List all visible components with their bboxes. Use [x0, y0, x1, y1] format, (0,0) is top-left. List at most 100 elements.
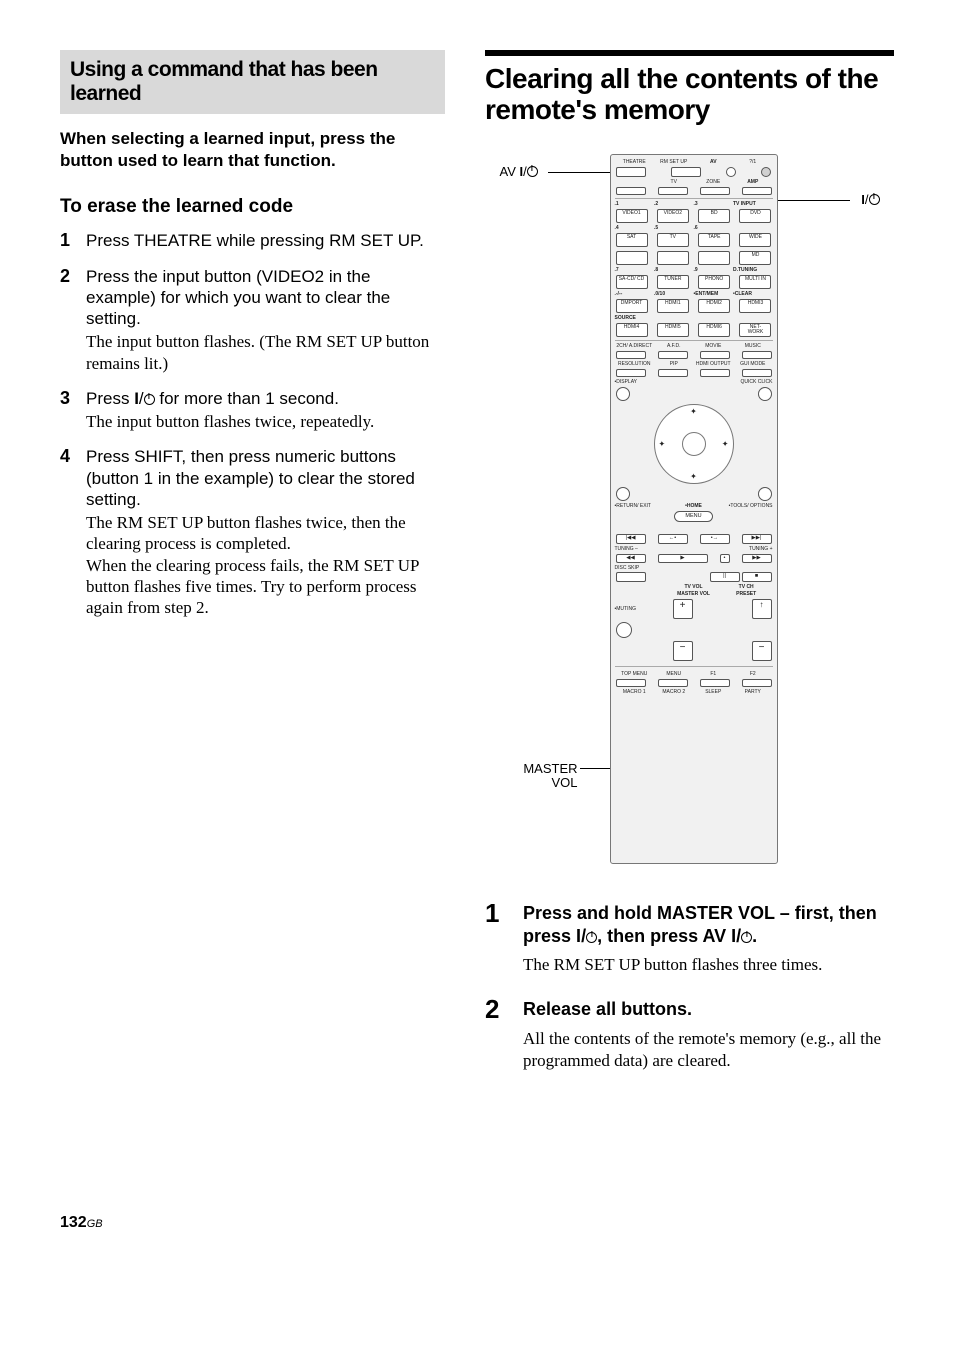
step-body: The input button flashes. (The RM SET UP… [86, 331, 445, 374]
power-icon [741, 932, 752, 943]
remote-button: VIDEO1 [616, 209, 648, 223]
remote-button: ◀◀ [616, 554, 646, 564]
remote-label: •MUTING [615, 606, 672, 612]
right-column: Clearing all the contents of the remote'… [485, 50, 894, 1094]
remote-button: ▶▶| [742, 534, 772, 544]
remote-button: ■ [742, 572, 772, 582]
remote-label: TUNING – [615, 546, 694, 552]
remote-label: HDMI OUTPUT [694, 361, 734, 367]
lead-paragraph: When selecting a learned input, press th… [60, 128, 445, 172]
subheading: To erase the learned code [60, 196, 445, 218]
remote-button: ←• [658, 534, 688, 544]
remote-button: HDMI5 [657, 323, 689, 337]
step-item: Press the input button (VIDEO2 in the ex… [60, 266, 445, 374]
main-step-item: Press and hold MASTER VOL – first, then … [485, 902, 894, 977]
dpad: ✦ ✦ ✦ ✦ [654, 404, 734, 484]
step-title: Press the input button (VIDEO2 in the ex… [86, 266, 445, 330]
remote-button: MD [739, 251, 771, 265]
remote-button [698, 251, 730, 265]
remote-button: HDMI6 [698, 323, 730, 337]
menu-button: MENU [674, 511, 712, 523]
remote-button: || [710, 572, 740, 582]
remote-label: TOP MENU [615, 671, 655, 677]
master-vol-minus: − [673, 641, 693, 661]
remote-label: RM SET UP [654, 159, 694, 165]
callout-text: AV [500, 164, 520, 179]
remote-button: NET- WORK [739, 323, 771, 337]
step-item: Press I/ for more than 1 second. The inp… [60, 388, 445, 433]
page-number: 132GB [60, 1214, 894, 1232]
remote-label: 2CH/ A.DIRECT [615, 343, 655, 349]
power-button [761, 167, 771, 177]
remote-button: WIDE [739, 233, 771, 247]
remote-label: MACRO 1 [615, 689, 655, 695]
main-step-body: All the contents of the remote's memory … [523, 1028, 894, 1072]
remote-button: SA-CD/ CD [616, 275, 648, 289]
section-heading-box: Using a command that has been learned [60, 50, 445, 114]
remote-button: DVD [739, 209, 771, 223]
remote-label: F2 [733, 671, 773, 677]
remote-label: MUSIC [733, 343, 773, 349]
remote-button: TV [657, 233, 689, 247]
remote-label: •RETURN/ EXIT [615, 503, 668, 509]
remote-label: GUI MODE [733, 361, 773, 367]
two-column-layout: Using a command that has been learned Wh… [60, 50, 894, 1094]
remote-label: MOVIE [694, 343, 734, 349]
clear-memory-steps: Press and hold MASTER VOL – first, then … [485, 902, 894, 1072]
step-item: Press THEATRE while pressing RM SET UP. [60, 230, 445, 251]
step-body: The RM SET UP button flashes twice, then… [86, 512, 445, 618]
remote-label: MASTER VOL [667, 591, 720, 597]
text: for more than 1 second. [155, 389, 339, 408]
remote-button: HDMI4 [616, 323, 648, 337]
muting-button [616, 622, 632, 638]
av-power-button [726, 167, 736, 177]
remote-button: VIDEO2 [657, 209, 689, 223]
power-icon [586, 932, 597, 943]
remote-button: •→ [700, 534, 730, 544]
remote-label: RESOLUTION [615, 361, 655, 367]
remote-button: PHONO [698, 275, 730, 289]
main-step-item: Release all buttons. All the contents of… [485, 998, 894, 1072]
erase-steps-list: Press THEATRE while pressing RM SET UP. … [60, 230, 445, 618]
remote-button: BD [698, 209, 730, 223]
callout-line [778, 200, 850, 201]
thick-rule [485, 50, 894, 56]
remote-label: MACRO 2 [654, 689, 694, 695]
remote-label: PIP [654, 361, 694, 367]
remote-label: •TOOLS/ OPTIONS [720, 503, 773, 509]
remote-button: • [720, 554, 730, 564]
main-step-body: The RM SET UP button flashes three times… [523, 954, 894, 976]
remote-button: DMPORT [616, 299, 648, 313]
remote-button: TAPE [698, 233, 730, 247]
remote-label: •HOME [667, 503, 720, 509]
remote-diagram: AV I/ I/ MASTER VOL THEATRERM SET UPAV?/… [500, 154, 880, 874]
step-item: Press SHIFT, then press numeric buttons … [60, 446, 445, 618]
remote-button [616, 251, 648, 265]
page-number-value: 132 [60, 1214, 87, 1231]
remote-button: SAT [616, 233, 648, 247]
manual-page: Using a command that has been learned Wh… [0, 0, 954, 1262]
remote-label: A.F.D. [654, 343, 694, 349]
remote-label: PRESET [720, 591, 773, 597]
power-icon [144, 394, 155, 405]
remote-button [657, 251, 689, 265]
step-body: The input button flashes twice, repeated… [86, 411, 445, 432]
remote-label: AMP [733, 179, 773, 185]
display-button [616, 387, 630, 401]
callout-master-vol: MASTER VOL [500, 762, 578, 791]
remote-label: QUICK CLICK [694, 379, 773, 385]
remote-button: ▶▶ [742, 554, 772, 564]
remote-button: MULTI IN [739, 275, 771, 289]
main-step-title: Release all buttons. [523, 998, 894, 1021]
remote-label: MENU [654, 671, 694, 677]
remote-button: HDMI2 [698, 299, 730, 313]
callout-line [548, 172, 610, 173]
remote-label: TUNING + [694, 546, 773, 552]
options-button [758, 487, 772, 501]
step-title: Press I/ for more than 1 second. [86, 388, 445, 409]
main-step-title: Press and hold MASTER VOL – first, then … [523, 902, 894, 949]
step-title: Press THEATRE while pressing RM SET UP. [86, 230, 445, 251]
remote-button: HDMI3 [739, 299, 771, 313]
callout-line [580, 768, 610, 769]
remote-label: PARTY [733, 689, 773, 695]
